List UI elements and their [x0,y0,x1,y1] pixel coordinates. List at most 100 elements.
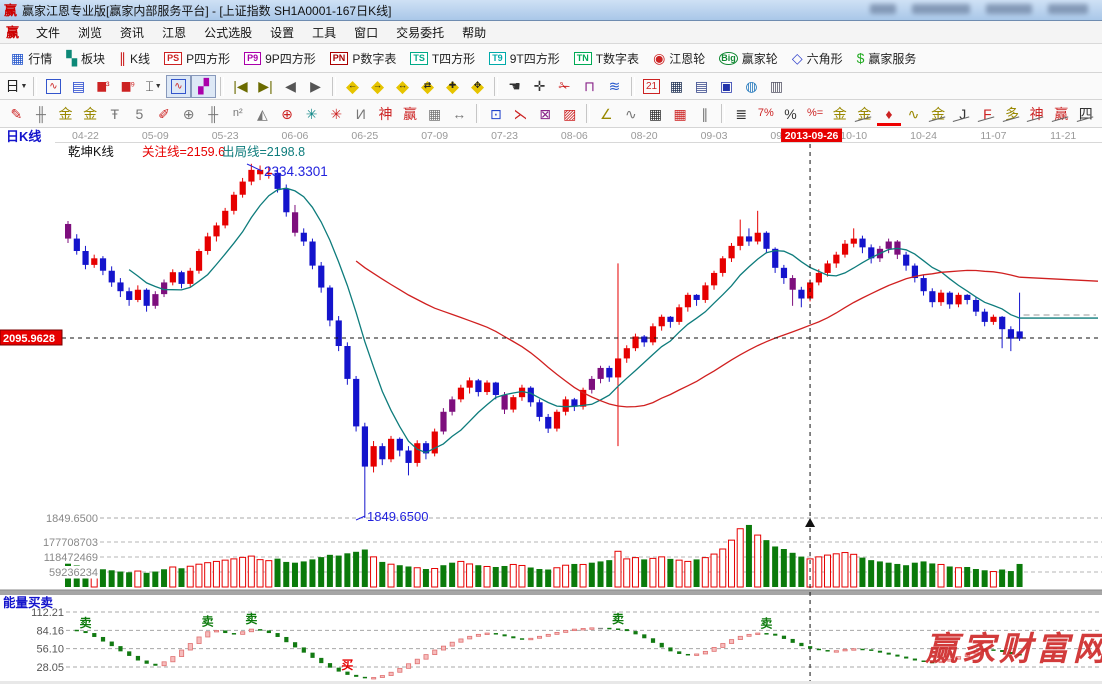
circle-cycle-icon[interactable]: ⊕ [182,105,195,122]
wave-tool-icon[interactable]: ≋ [608,78,621,94]
n-wave-icon[interactable]: И [355,105,366,122]
tick-ruler-icon[interactable]: ╫ [208,105,219,122]
spiral5-icon[interactable]: 5 [135,105,144,122]
shen-tool-icon[interactable]: 神 [378,105,393,122]
calendar-icon[interactable]: 21 [639,75,664,98]
wave-icon[interactable]: ∿ [625,105,637,122]
gold-grid2-icon[interactable]: 金 [83,105,98,122]
chart9-icon[interactable]: ▆⁹ [121,79,136,92]
win-angle-icon[interactable]: 赢 [1049,102,1074,125]
f-ruler-icon[interactable]: Ŧ [110,105,120,122]
user-data-icon[interactable]: ▥ [769,78,784,94]
kline-pen-active-icon[interactable]: ♦ [876,102,902,126]
chart-area[interactable]: 卖 卖 卖 卖 卖买 04-22 05-09 05-23 06-06 06-25 07-09 07-… [0,128,1102,681]
gann-line-icon[interactable]: ╫ [35,105,46,122]
j-angle-icon[interactable]: J [950,102,975,125]
clamp-tool-icon[interactable]: ⊓ [584,78,595,94]
menu-item[interactable]: 资讯 [120,25,145,40]
notepad-icon[interactable]: ▤ [694,78,709,94]
menu-item[interactable]: 文件 [36,25,61,40]
toolbar-button[interactable]: ▦ 行情 [4,48,59,69]
column-stat-icon[interactable]: ≣ [735,105,748,122]
cut-tool-icon[interactable]: ✁ [558,78,571,94]
toolbar-button[interactable]: P9 9P四方形 [237,48,323,69]
period-day-dropdown[interactable]: 日 ▼ [5,78,28,94]
toolbar-button[interactable]: ▚ 板块 [59,48,112,69]
candle-style-dropdown[interactable]: ⌶ ▼ [145,78,162,94]
toolbar-button[interactable]: ∥ K线 [112,48,157,69]
menu-item[interactable]: 工具 [312,25,337,40]
gann-circle-icon[interactable]: ⊕ [281,105,293,122]
percent-icon[interactable]: % [784,105,797,122]
toolbar-button[interactable]: $ 赢家服务 [850,48,924,69]
hand-tool-icon[interactable]: ☚ [508,78,521,94]
toolbar-button[interactable]: PS P四方形 [157,48,237,69]
gold-grid-icon[interactable]: 金 [58,105,73,122]
network-icon[interactable]: ◍ [745,78,758,94]
color-kline-icon[interactable]: ▞ [191,74,216,98]
n-square-icon[interactable]: n² [232,107,243,119]
percent-line-icon[interactable]: %= [806,107,824,119]
cross-box-icon[interactable]: ⊠ [539,105,551,122]
crosshair-tool-icon[interactable]: ✛ [533,78,546,94]
toolbar-button[interactable]: Big 赢家轮 [712,48,785,69]
red-pencil-icon[interactable]: ✐ [158,105,170,122]
fit-all-button[interactable]: ◆ ✥ [470,76,485,96]
menu-item[interactable]: 设置 [270,25,295,40]
next-bar-button[interactable]: ▶ [310,78,321,94]
parallel-lines-icon[interactable]: ∥ [701,105,709,122]
toolbar-button[interactable]: T9 9T四方形 [482,48,567,69]
span-measure-icon[interactable]: ↔ [452,105,467,122]
qiankun-kline-icon[interactable]: ∿ [166,74,191,98]
menu-item[interactable]: 窗口 [354,25,379,40]
pan-right-button[interactable]: ◆ → [370,76,385,96]
gold-wave-icon[interactable]: ∿ [907,105,920,122]
menu-item[interactable]: 公式选股 [204,25,253,40]
pencil-tool-icon[interactable]: ✎ [10,105,23,122]
angle-mirror-icon[interactable]: ◭ [257,105,268,122]
angle-underline [1002,116,1020,122]
expand-all-button[interactable]: ◆ ✚ [445,76,460,96]
gold-level-icon[interactable]: 金 [852,102,877,125]
web-teal-icon[interactable]: ✳ [305,105,318,122]
toolbar-button[interactable]: ◉ 江恩轮 [646,48,712,69]
chart3-icon[interactable]: ▆³ [97,79,110,92]
shen-angle-icon[interactable]: 神 [1024,102,1049,125]
gold-circle-icon[interactable]: 金 [832,105,847,122]
toolbar-button[interactable]: PN P数字表 [323,48,404,69]
zoom-out-h-button[interactable]: ◆ ↔ [395,76,410,96]
zoom-in-h-button[interactable]: ◆ ⇄ [420,76,435,96]
toolbar-button[interactable]: TN T数字表 [567,48,646,69]
first-bar-button[interactable]: |◀ [233,78,248,94]
f-angle-icon[interactable]: F [975,102,1000,125]
menu-item[interactable]: 浏览 [78,25,103,40]
seven-percent-icon[interactable]: 7% [757,107,774,119]
pattern-tool-icon[interactable]: ∿ [41,75,66,98]
toolbar-button[interactable]: ◇ 六角形 [785,48,850,69]
angle-lines-icon[interactable]: ∠ [599,105,613,122]
gold-angle-icon[interactable]: 金 [926,102,951,125]
nine-p-square-icon: P9 [244,51,262,65]
win-tool-icon[interactable]: 赢 [403,105,418,122]
ruler-grid-icon[interactable]: ▦ [428,105,442,122]
duo-angle-icon[interactable]: 多 [1000,102,1025,125]
menu-item[interactable]: 江恩 [162,25,187,40]
svg-text:06-25: 06-25 [351,130,378,142]
toolbar-button[interactable]: TS T四方形 [403,48,482,69]
save-icon[interactable]: ▣ [719,78,734,94]
matrix-icon[interactable]: ▦ [648,105,663,122]
menu-item[interactable]: 交易委托 [396,25,445,40]
pan-left-button[interactable]: ◆ ← [345,76,360,96]
matrix-red-icon[interactable]: ▦ [673,105,687,122]
notes-icon[interactable]: ▤ [71,78,86,94]
menu-item[interactable]: 帮助 [462,25,487,40]
last-bar-button[interactable]: ▶| [258,78,273,94]
web-red-icon[interactable]: ✳ [330,105,343,122]
calculator-icon[interactable]: ▦ [669,78,684,94]
prev-bar-button[interactable]: ◀ [285,78,296,94]
box-select-icon[interactable]: ⊡ [489,105,502,122]
si-angle-icon[interactable]: 四 [1074,102,1099,125]
grid-box-icon[interactable]: ▨ [563,105,577,122]
fan-lines-icon[interactable]: ⋋ [513,105,528,122]
kline-chart-canvas[interactable]: 卖 卖 卖 卖 卖买 04-22 05-09 05-23 06-06 06-25 07-09 07-… [0,128,1102,681]
